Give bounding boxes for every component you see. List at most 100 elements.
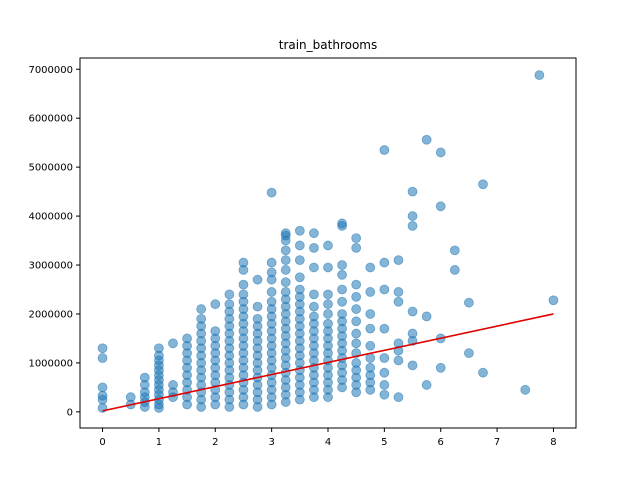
scatter-point bbox=[97, 353, 108, 363]
x-tick-label: 0 bbox=[99, 437, 105, 448]
y-tick-label: 3000000 bbox=[28, 261, 73, 272]
scatter-point bbox=[379, 145, 390, 155]
scatter-point bbox=[238, 289, 249, 300]
scatter-point bbox=[196, 304, 207, 314]
scatter-point bbox=[351, 316, 362, 327]
scatter-point bbox=[407, 306, 418, 317]
regression-line-layer bbox=[102, 313, 554, 412]
y-tick-label: 5000000 bbox=[28, 163, 73, 174]
scatter-point bbox=[365, 309, 376, 319]
scatter-point bbox=[323, 240, 333, 251]
scatter-point bbox=[393, 287, 404, 297]
scatter-point bbox=[97, 390, 108, 401]
x-tick-label: 6 bbox=[438, 437, 444, 448]
y-tick-label: 2000000 bbox=[28, 309, 73, 320]
scatter-point bbox=[210, 299, 221, 310]
scatter-point bbox=[266, 257, 277, 268]
scatter-point bbox=[407, 328, 418, 339]
x-tick-label: 5 bbox=[381, 437, 387, 448]
ticks-layer: 0 1 2 3 4 5 6 7 8 0 1000000 2000000 3000000 4000000 50… bbox=[28, 65, 556, 448]
scatter-point bbox=[139, 372, 150, 383]
scatter-point bbox=[365, 287, 376, 297]
scatter-point bbox=[294, 225, 305, 236]
scatter-point bbox=[323, 309, 333, 319]
scatter-point bbox=[168, 338, 178, 349]
points-layer bbox=[97, 70, 559, 413]
chart-title: train_bathrooms bbox=[279, 38, 378, 52]
scatter-point bbox=[351, 358, 362, 368]
scatter-point bbox=[393, 392, 404, 403]
scatter-point bbox=[379, 284, 390, 295]
scatter-point bbox=[365, 262, 376, 273]
x-tick-label: 3 bbox=[268, 437, 274, 448]
scatter-point bbox=[238, 279, 249, 290]
scatter-point bbox=[309, 262, 319, 273]
scatter-point bbox=[421, 134, 432, 145]
scatter-point bbox=[97, 403, 108, 413]
scatter-point bbox=[97, 343, 108, 354]
scatter-point bbox=[379, 367, 390, 378]
scatter-point bbox=[435, 147, 446, 158]
scatter-point bbox=[323, 299, 333, 310]
scatter-point bbox=[323, 289, 333, 300]
scatter-point bbox=[280, 255, 291, 266]
scatter-point bbox=[210, 326, 221, 336]
scatter-point bbox=[351, 328, 362, 339]
scatter-point bbox=[97, 382, 108, 393]
scatter-point bbox=[464, 348, 474, 359]
scatter-point bbox=[365, 323, 376, 334]
scatter-point bbox=[280, 245, 291, 256]
scatter-point bbox=[125, 392, 136, 403]
scatter-point bbox=[365, 362, 376, 373]
y-tick-label: 6000000 bbox=[28, 114, 73, 125]
scatter-point bbox=[337, 260, 347, 270]
scatter-point bbox=[407, 186, 418, 197]
scatter-point bbox=[280, 228, 291, 239]
scatter-point bbox=[196, 313, 207, 324]
y-tick-label: 4000000 bbox=[28, 212, 73, 223]
scatter-point bbox=[449, 265, 460, 275]
scatter-point bbox=[365, 340, 376, 351]
scatter-point bbox=[337, 218, 347, 229]
scatter-point bbox=[224, 299, 235, 310]
scatter-point bbox=[393, 355, 404, 366]
scatter-point bbox=[379, 257, 390, 268]
scatter-point bbox=[323, 318, 333, 329]
scatter-point bbox=[309, 289, 319, 300]
y-tick-label: 0 bbox=[67, 407, 73, 418]
scatter-point bbox=[238, 257, 249, 268]
scatter-point bbox=[252, 274, 263, 285]
scatter-point bbox=[478, 179, 488, 190]
scatter-point bbox=[449, 245, 460, 256]
scatter-point bbox=[407, 360, 418, 371]
scatter-point bbox=[309, 301, 319, 312]
scatter-point bbox=[154, 343, 164, 354]
scatter-point bbox=[337, 269, 347, 280]
scatter-point bbox=[351, 291, 362, 302]
scatter-point bbox=[548, 295, 559, 306]
scatter-point bbox=[337, 296, 347, 307]
scatter-point bbox=[520, 384, 531, 395]
scatter-point bbox=[407, 211, 418, 221]
y-tick-label: 7000000 bbox=[28, 65, 73, 76]
scatter-point bbox=[464, 297, 474, 308]
scatter-point bbox=[280, 265, 291, 275]
scatter-point bbox=[435, 362, 446, 373]
scatter-point bbox=[421, 380, 432, 390]
scatter-point bbox=[534, 70, 545, 81]
scatter-point bbox=[280, 287, 291, 297]
scatter-point bbox=[379, 353, 390, 363]
scatter-point bbox=[224, 289, 235, 300]
scatter-point bbox=[337, 309, 347, 319]
x-tick-label: 7 bbox=[494, 437, 500, 448]
scatter-point bbox=[393, 255, 404, 266]
scatter-point bbox=[266, 187, 277, 198]
scatter-point bbox=[337, 284, 347, 295]
scatter-point bbox=[421, 311, 432, 322]
x-tick-label: 8 bbox=[550, 437, 556, 448]
scatter-point bbox=[351, 242, 362, 253]
scatter-point bbox=[351, 279, 362, 290]
scatter-point bbox=[478, 367, 488, 378]
scatter-point bbox=[294, 240, 305, 251]
